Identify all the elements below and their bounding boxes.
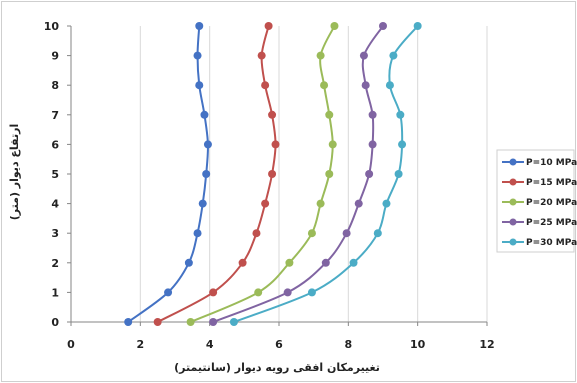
- axes: [67, 25, 488, 326]
- data-point: [398, 140, 407, 149]
- y-tick-label: 6: [51, 138, 59, 151]
- data-point: [368, 140, 377, 149]
- data-point: [285, 258, 294, 267]
- y-tick-label: 1: [51, 286, 59, 299]
- data-point: [195, 81, 204, 90]
- data-point: [257, 51, 266, 60]
- data-point: [193, 229, 202, 238]
- x-axis-title: تغییرمکان افقی رویه دیوار (سانتیمتر): [174, 361, 380, 374]
- data-point: [373, 229, 382, 238]
- data-point: [252, 229, 261, 238]
- legend-label: P=10 MPa: [526, 158, 577, 168]
- data-point: [316, 51, 325, 60]
- x-tick-label: 0: [67, 338, 75, 351]
- data-point: [264, 22, 273, 30]
- data-point: [413, 22, 422, 30]
- x-tick-label: 8: [345, 338, 353, 351]
- grid-lines: [139, 26, 488, 322]
- x-tick-labels: 0 2 4 6 8 10 12: [67, 338, 494, 351]
- data-point: [209, 318, 218, 326]
- data-point: [307, 288, 316, 297]
- y-tick-label: 9: [51, 50, 59, 63]
- series-line-2: [157, 25, 277, 323]
- data-point: [354, 199, 363, 208]
- legend-marker: [509, 218, 517, 226]
- legend-label: P=20 MPa: [526, 198, 577, 208]
- data-point: [361, 81, 370, 90]
- data-point: [328, 140, 337, 149]
- data-point: [368, 110, 377, 119]
- data-point: [238, 258, 247, 267]
- y-tick-label: 8: [51, 79, 59, 92]
- data-point: [198, 199, 207, 208]
- data-point: [268, 170, 277, 178]
- y-axis-title: ارتفاع دیوار (متر): [8, 124, 21, 220]
- data-point: [229, 318, 238, 326]
- data-point: [379, 22, 387, 30]
- data-point: [202, 170, 211, 178]
- data-point: [203, 140, 212, 149]
- legend-marker: [509, 238, 517, 246]
- data-point: [271, 140, 280, 149]
- data-point: [124, 318, 133, 326]
- data-point: [382, 199, 391, 208]
- data-point: [359, 51, 368, 60]
- data-point: [320, 81, 329, 90]
- data-point: [385, 81, 394, 90]
- legend-marker: [509, 198, 517, 206]
- data-point: [193, 51, 202, 60]
- data-point: [209, 288, 218, 297]
- legend-label: P=30 MPa: [526, 238, 577, 248]
- legend-label: P=25 MPa: [526, 218, 577, 228]
- y-tick-labels: 0 1 2 3 4 5 6 7 8 9 10: [44, 20, 60, 329]
- data-point: [164, 288, 173, 297]
- data-point: [261, 81, 270, 90]
- x-tick-label: 10: [410, 338, 426, 351]
- data-point: [186, 318, 195, 326]
- x-tick-label: 2: [137, 338, 145, 351]
- legend-marker: [509, 178, 517, 186]
- data-point: [394, 170, 403, 178]
- data-point: [184, 258, 193, 267]
- data-point: [316, 199, 325, 208]
- data-point: [396, 110, 405, 119]
- series-line-4: [212, 25, 384, 323]
- data-point: [365, 170, 374, 178]
- x-tick-label: 4: [206, 338, 214, 351]
- y-tick-label: 2: [51, 257, 59, 270]
- x-tick-label: 6: [275, 338, 283, 351]
- data-point: [330, 22, 339, 30]
- data-point: [325, 110, 334, 119]
- data-point: [200, 110, 209, 119]
- data-point: [268, 110, 277, 119]
- data-point: [283, 288, 292, 297]
- y-tick-label: 5: [51, 168, 59, 181]
- data-point: [254, 288, 263, 297]
- legend-label: P=15 MPa: [526, 178, 577, 188]
- data-point: [261, 199, 270, 208]
- data-point: [307, 229, 316, 238]
- data-point: [153, 318, 162, 326]
- legend-marker: [509, 158, 517, 166]
- y-tick-label: 7: [51, 109, 59, 122]
- x-tick-label: 12: [479, 338, 494, 351]
- y-tick-label: 3: [51, 227, 59, 240]
- legend: P=10 MPa P=15 MPa P=20 MPa P=25 MPa P=30 MPa: [496, 149, 577, 253]
- data-point: [325, 170, 334, 178]
- y-tick-label: 4: [51, 198, 59, 211]
- y-tick-label: 0: [51, 316, 59, 329]
- series-lines: [124, 22, 422, 326]
- data-point: [195, 22, 204, 30]
- data-point: [342, 229, 351, 238]
- data-point: [349, 258, 358, 267]
- data-point: [321, 258, 330, 267]
- data-point: [389, 51, 398, 60]
- y-tick-label: 10: [44, 20, 60, 33]
